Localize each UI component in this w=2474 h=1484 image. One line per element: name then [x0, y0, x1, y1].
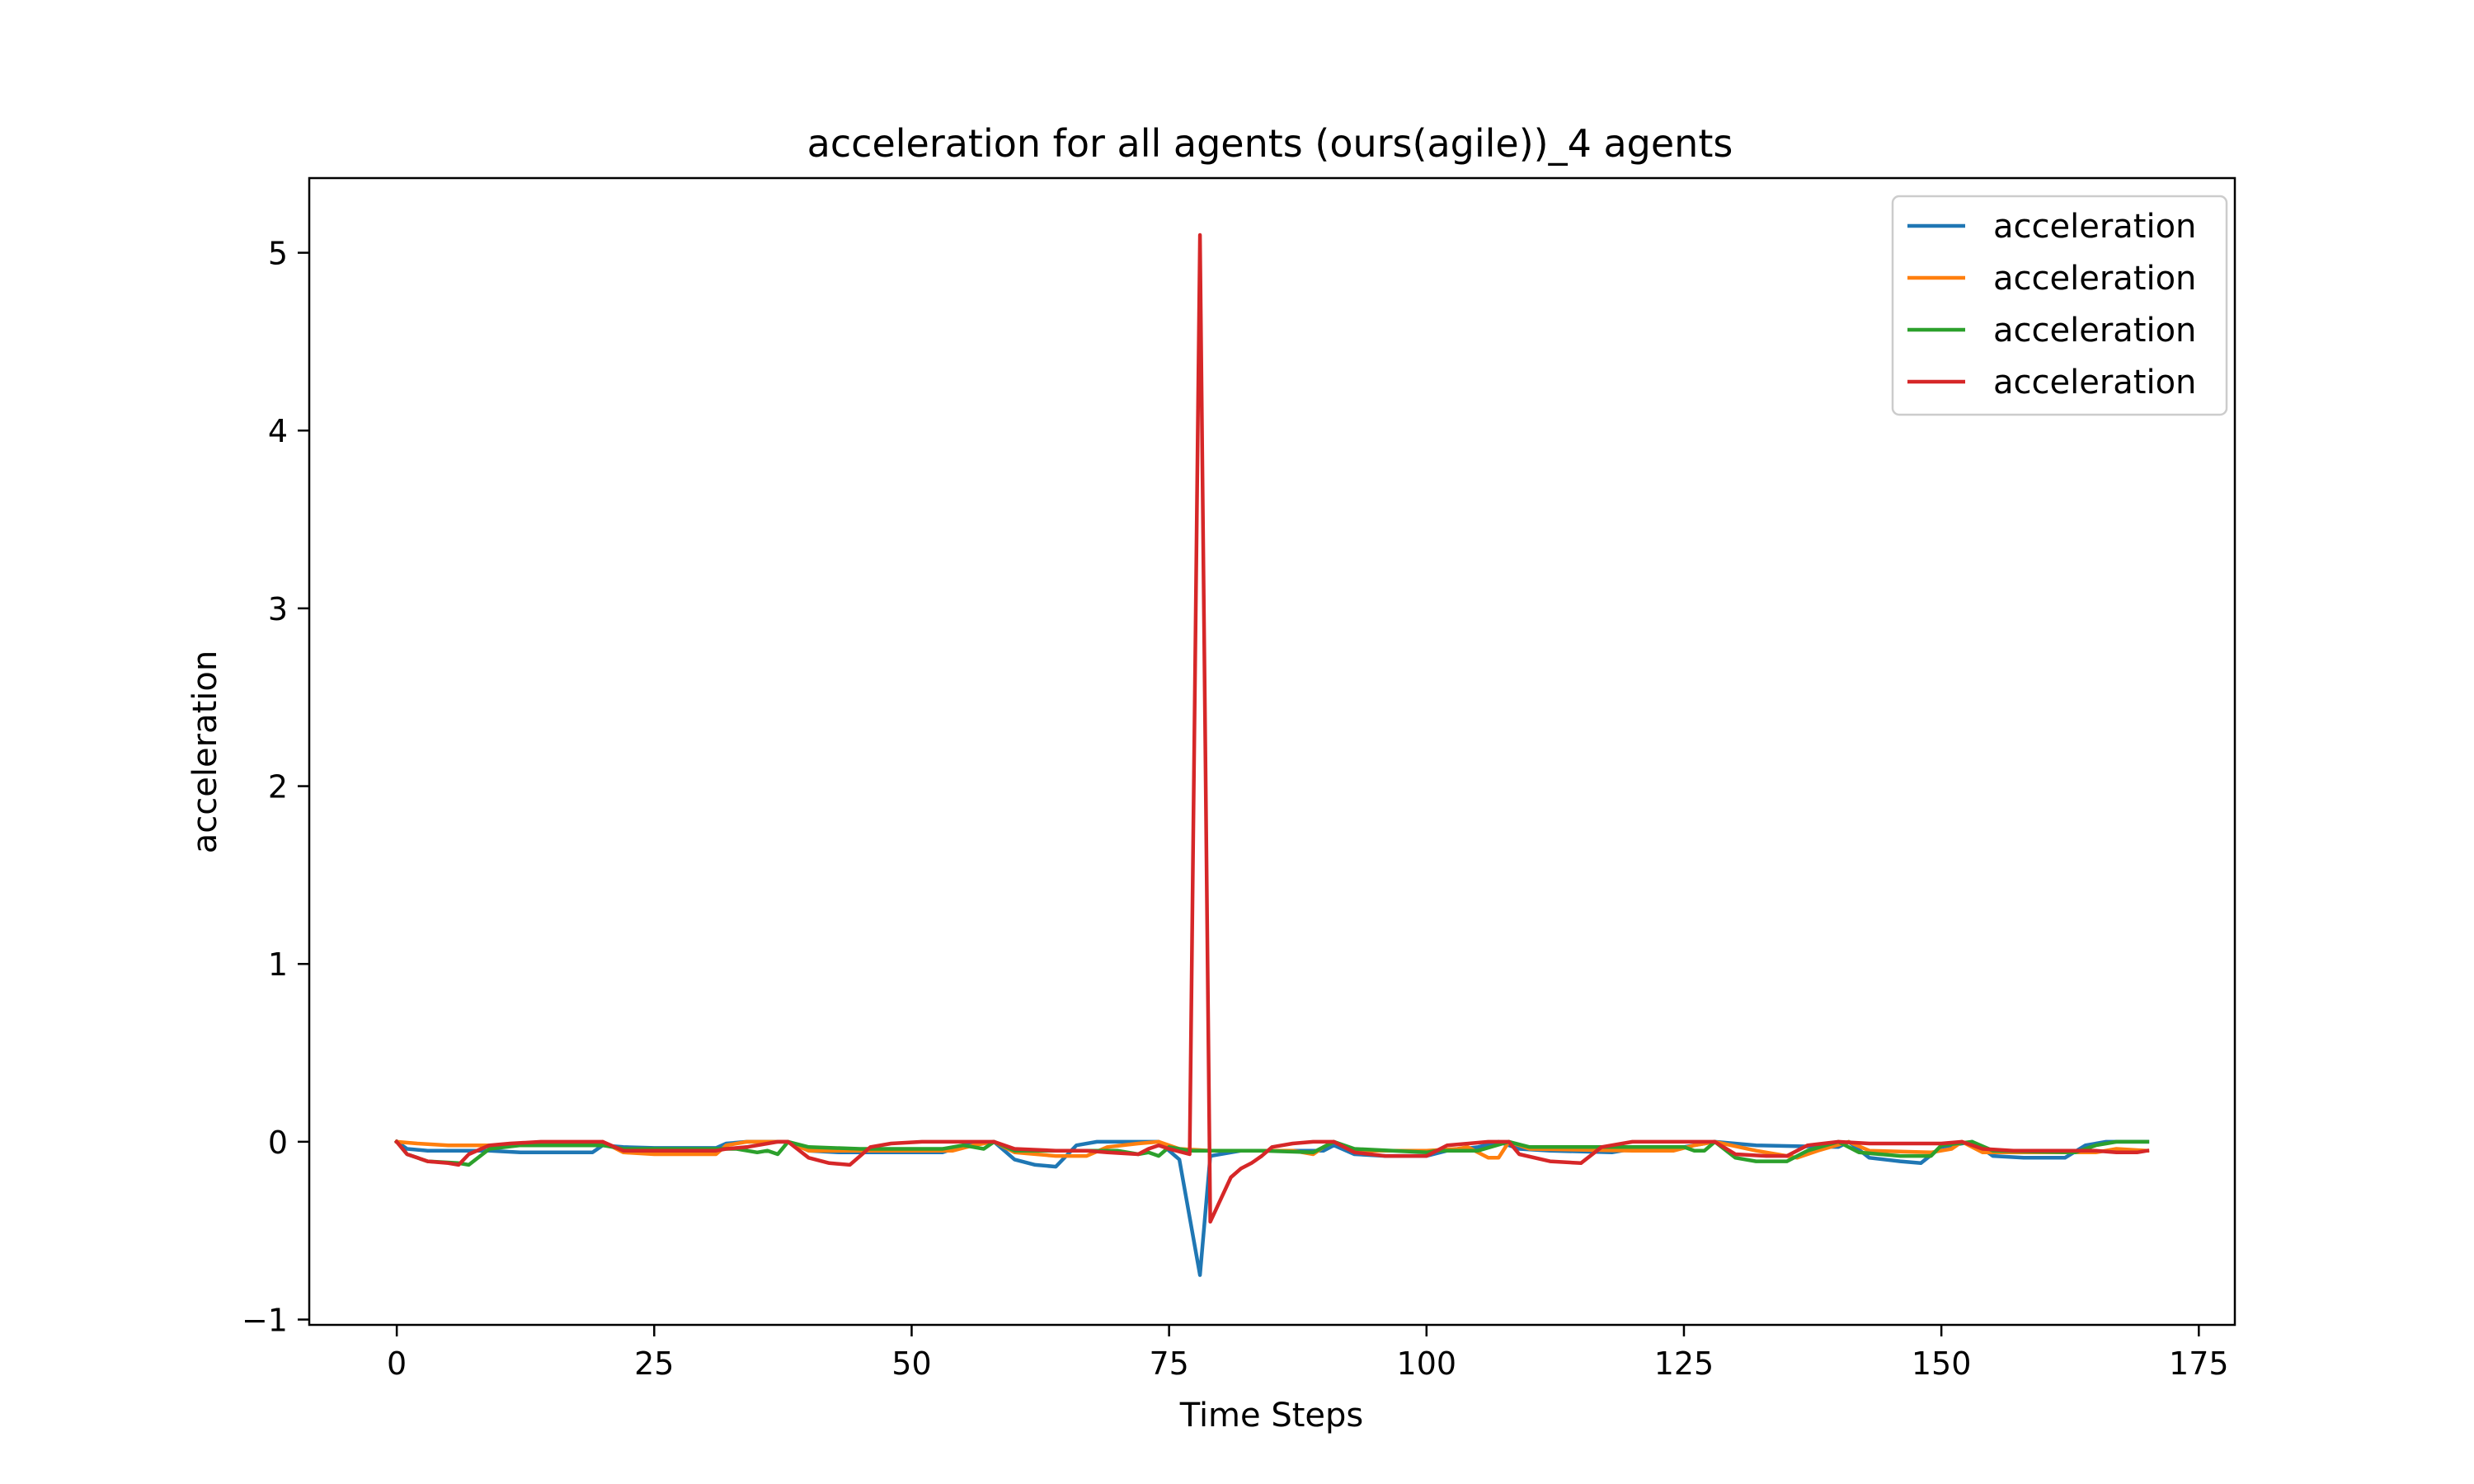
- y-tick-label: −1: [242, 1303, 288, 1339]
- y-tick-label: 0: [268, 1125, 288, 1161]
- y-tick-label: 4: [268, 413, 288, 449]
- y-tick-label: 2: [268, 769, 288, 805]
- x-tick-label: 125: [1654, 1345, 1714, 1382]
- x-tick-label: 175: [2169, 1345, 2229, 1382]
- x-tick-label: 150: [1912, 1345, 1972, 1382]
- x-tick-label: 100: [1397, 1345, 1457, 1382]
- y-axis-label: acceleration: [186, 650, 224, 853]
- x-tick-label: 0: [387, 1345, 407, 1382]
- x-tick-label: 25: [634, 1345, 674, 1382]
- legend-box: [1891, 195, 2228, 416]
- y-tick-label: 5: [268, 236, 288, 272]
- x-axis: 0 25 50 75 100 125 150 175: [387, 1325, 2229, 1382]
- legend-label: acceleration: [1993, 364, 2196, 402]
- y-tick-label: 3: [268, 591, 288, 627]
- x-tick-label: 75: [1149, 1345, 1188, 1382]
- y-tick-label: 1: [268, 946, 288, 983]
- series-line-4: [393, 232, 2150, 1224]
- series-layer: [393, 232, 2150, 1277]
- legend-label: acceleration: [1993, 208, 2196, 246]
- x-tick-label: 50: [891, 1345, 931, 1382]
- chart-title: acceleration for all agents (ours(agile)…: [807, 121, 1733, 166]
- legend: acceleration acceleration acceleration acce…: [1891, 195, 2228, 416]
- x-axis-label: Time Steps: [1179, 1397, 1364, 1435]
- y-axis: −1 0 1 2 3 4 5: [242, 236, 309, 1339]
- legend-label: acceleration: [1993, 312, 2196, 350]
- plot-frame: [308, 176, 2236, 1327]
- legend-label: acceleration: [1993, 260, 2196, 298]
